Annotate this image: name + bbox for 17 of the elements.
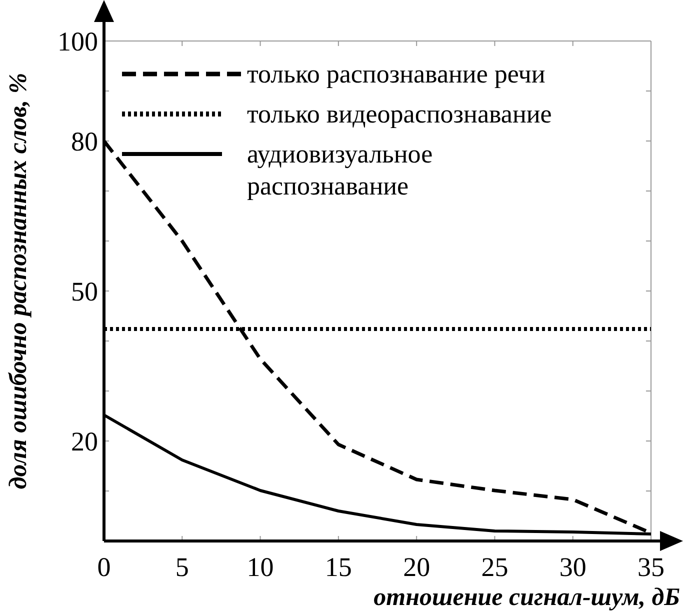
y-tick-label: 20: [71, 426, 98, 456]
x-tick-label: 10: [246, 552, 274, 582]
legend-label: аудиовизуальное распознавание: [247, 140, 433, 201]
x-tick-label: 30: [559, 552, 586, 582]
y-tick-label: 50: [71, 276, 98, 306]
x-tick-label: 20: [403, 552, 430, 582]
y-axis-title: доля ошибочно распознанных слов, %: [5, 72, 32, 490]
y-tick-label: 80: [71, 126, 98, 156]
x-tick-label: 0: [97, 552, 111, 582]
x-tick-label: 5: [175, 552, 189, 582]
x-axis-title: отношение сигнал-шум, дБ: [374, 584, 680, 611]
x-tick-label: 15: [324, 552, 352, 582]
y-tick-label: 100: [58, 26, 98, 56]
legend-label: только видеораспознавание: [247, 100, 552, 129]
x-tick-label: 25: [481, 552, 508, 582]
legend-label: только распознавание речи: [247, 60, 546, 89]
x-tick-label: 35: [638, 552, 664, 582]
